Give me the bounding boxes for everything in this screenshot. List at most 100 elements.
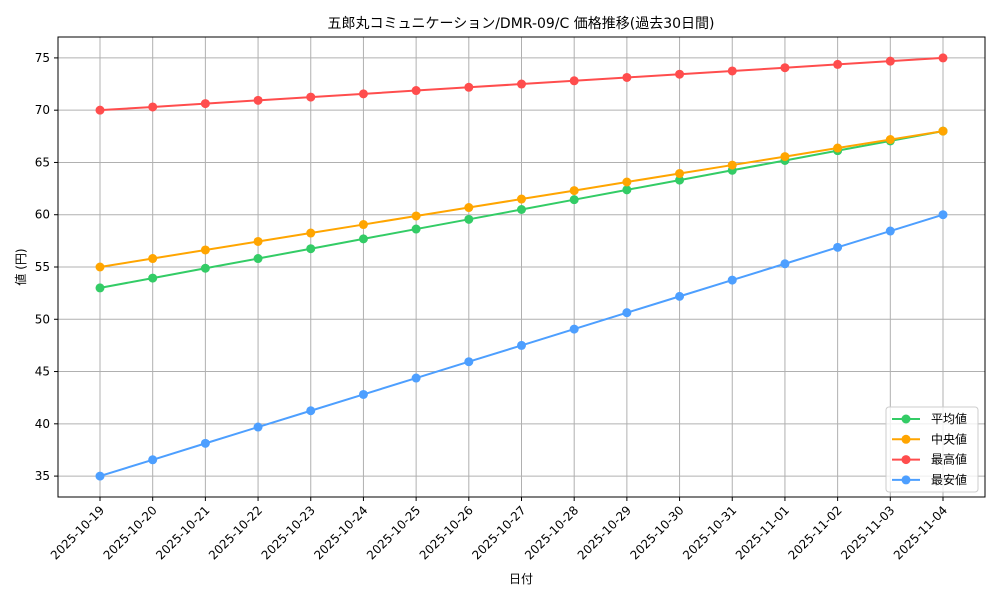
data-point: [148, 102, 158, 112]
data-point: [358, 220, 368, 230]
y-tick-label: 60: [35, 208, 50, 222]
legend-label: 平均値: [931, 411, 967, 426]
data-point: [411, 86, 421, 96]
x-tick-label: 2025-11-02: [786, 503, 845, 562]
x-tick-label: 2025-10-19: [48, 503, 107, 562]
data-point: [95, 262, 105, 272]
data-point: [148, 455, 158, 465]
data-point: [200, 245, 210, 255]
data-point: [622, 177, 632, 187]
data-point: [200, 263, 210, 273]
x-tick-label: 2025-11-01: [733, 503, 792, 562]
x-tick-label: 2025-10-27: [469, 503, 528, 562]
data-point: [569, 186, 579, 196]
y-tick-label: 75: [35, 51, 50, 65]
data-point: [938, 210, 948, 220]
legend-box: [885, 406, 979, 493]
x-tick-label: 2025-11-03: [838, 503, 897, 562]
x-tick-label: 2025-10-22: [206, 503, 265, 562]
data-point: [358, 389, 368, 399]
data-point: [885, 226, 895, 236]
x-tick-label: 2025-10-30: [627, 503, 686, 562]
data-point: [148, 273, 158, 283]
data-point: [938, 126, 948, 136]
data-point: [95, 283, 105, 293]
data-point: [569, 76, 579, 86]
y-tick-label: 35: [35, 469, 50, 483]
data-point: [95, 471, 105, 481]
data-point: [358, 89, 368, 99]
series-3: [95, 210, 948, 481]
data-point: [833, 143, 843, 153]
series-lines: [95, 53, 948, 481]
data-point: [675, 291, 685, 301]
data-point: [306, 244, 316, 254]
data-point: [675, 175, 685, 185]
data-point: [885, 56, 895, 66]
data-point: [727, 275, 737, 285]
data-point: [622, 72, 632, 82]
y-tick-label: 65: [35, 155, 50, 169]
data-point: [148, 254, 158, 264]
data-point: [938, 53, 948, 63]
data-point: [780, 259, 790, 269]
legend-marker: [901, 414, 911, 424]
data-point: [411, 373, 421, 383]
data-point: [464, 214, 474, 224]
data-point: [675, 69, 685, 79]
data-point: [411, 224, 421, 234]
series-1: [95, 126, 948, 272]
data-point: [200, 438, 210, 448]
x-axis-label: 日付: [509, 572, 533, 586]
x-tick-label: 2025-10-29: [575, 503, 634, 562]
data-point: [253, 422, 263, 432]
legend-marker: [901, 434, 911, 444]
y-tick-label: 40: [35, 417, 50, 431]
legend-marker: [901, 475, 911, 485]
data-point: [727, 66, 737, 76]
data-point: [306, 92, 316, 102]
x-tick-label: 2025-10-31: [680, 503, 739, 562]
legend-label: 最高値: [931, 452, 967, 467]
data-point: [517, 340, 526, 350]
data-point: [517, 205, 526, 214]
data-point: [464, 203, 474, 213]
data-point: [622, 308, 632, 318]
x-tick-label: 2025-10-21: [153, 503, 212, 562]
x-axis-ticks: 2025-10-192025-10-202025-10-212025-10-22…: [48, 497, 950, 562]
legend-label: 中央値: [931, 431, 967, 446]
data-point: [95, 105, 105, 115]
series-2: [95, 53, 948, 115]
data-point: [306, 406, 316, 416]
x-tick-label: 2025-11-04: [891, 503, 950, 562]
data-point: [885, 135, 895, 145]
data-point: [569, 324, 579, 334]
data-point: [464, 82, 474, 92]
grid: [58, 37, 985, 497]
data-point: [517, 194, 526, 204]
x-tick-label: 2025-10-23: [259, 503, 318, 562]
data-point: [253, 254, 263, 264]
y-tick-label: 55: [35, 260, 50, 274]
y-tick-label: 70: [35, 103, 50, 117]
data-point: [253, 95, 263, 105]
x-tick-label: 2025-10-20: [101, 503, 160, 562]
data-point: [411, 211, 421, 221]
data-point: [569, 195, 579, 205]
x-tick-label: 2025-10-24: [311, 503, 370, 562]
data-point: [306, 228, 316, 238]
data-point: [200, 99, 210, 109]
y-axis-label: 値 (円): [13, 248, 28, 285]
y-tick-label: 50: [35, 312, 50, 326]
data-point: [780, 152, 790, 162]
data-point: [675, 169, 685, 179]
data-point: [517, 79, 526, 89]
data-point: [833, 59, 843, 69]
data-point: [358, 234, 368, 244]
chart-title: 五郎丸コミュニケーション/DMR-09/C 価格推移(過去30日間): [327, 16, 714, 32]
x-tick-label: 2025-10-26: [417, 503, 476, 562]
x-tick-label: 2025-10-25: [364, 503, 423, 562]
data-point: [833, 242, 843, 252]
